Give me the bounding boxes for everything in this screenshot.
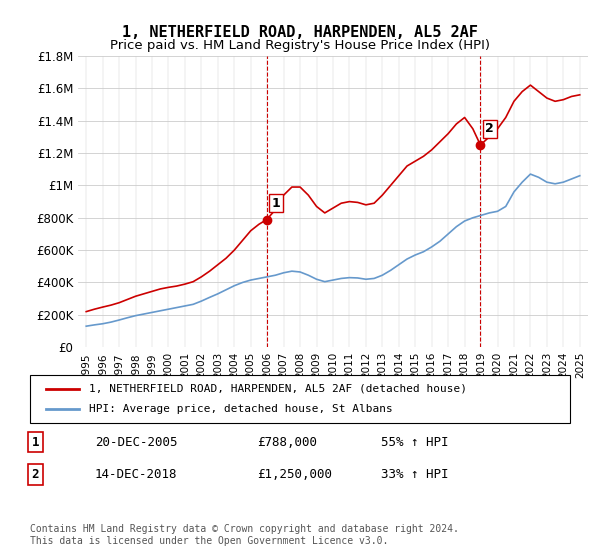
Text: Contains HM Land Registry data © Crown copyright and database right 2024.
This d: Contains HM Land Registry data © Crown c… bbox=[30, 524, 459, 546]
FancyBboxPatch shape bbox=[30, 375, 570, 423]
Text: 1, NETHERFIELD ROAD, HARPENDEN, AL5 2AF: 1, NETHERFIELD ROAD, HARPENDEN, AL5 2AF bbox=[122, 25, 478, 40]
Text: 20-DEC-2005: 20-DEC-2005 bbox=[95, 436, 178, 449]
Text: 33% ↑ HPI: 33% ↑ HPI bbox=[381, 468, 449, 481]
Text: 1: 1 bbox=[271, 197, 280, 210]
Text: 1, NETHERFIELD ROAD, HARPENDEN, AL5 2AF (detached house): 1, NETHERFIELD ROAD, HARPENDEN, AL5 2AF … bbox=[89, 384, 467, 394]
Text: 1: 1 bbox=[32, 436, 39, 449]
Text: 14-DEC-2018: 14-DEC-2018 bbox=[95, 468, 178, 481]
Text: 2: 2 bbox=[485, 122, 494, 135]
Text: HPI: Average price, detached house, St Albans: HPI: Average price, detached house, St A… bbox=[89, 404, 393, 414]
Text: £788,000: £788,000 bbox=[257, 436, 317, 449]
Text: 2: 2 bbox=[32, 468, 39, 481]
Text: £1,250,000: £1,250,000 bbox=[257, 468, 332, 481]
Text: 55% ↑ HPI: 55% ↑ HPI bbox=[381, 436, 449, 449]
Text: Price paid vs. HM Land Registry's House Price Index (HPI): Price paid vs. HM Land Registry's House … bbox=[110, 39, 490, 52]
